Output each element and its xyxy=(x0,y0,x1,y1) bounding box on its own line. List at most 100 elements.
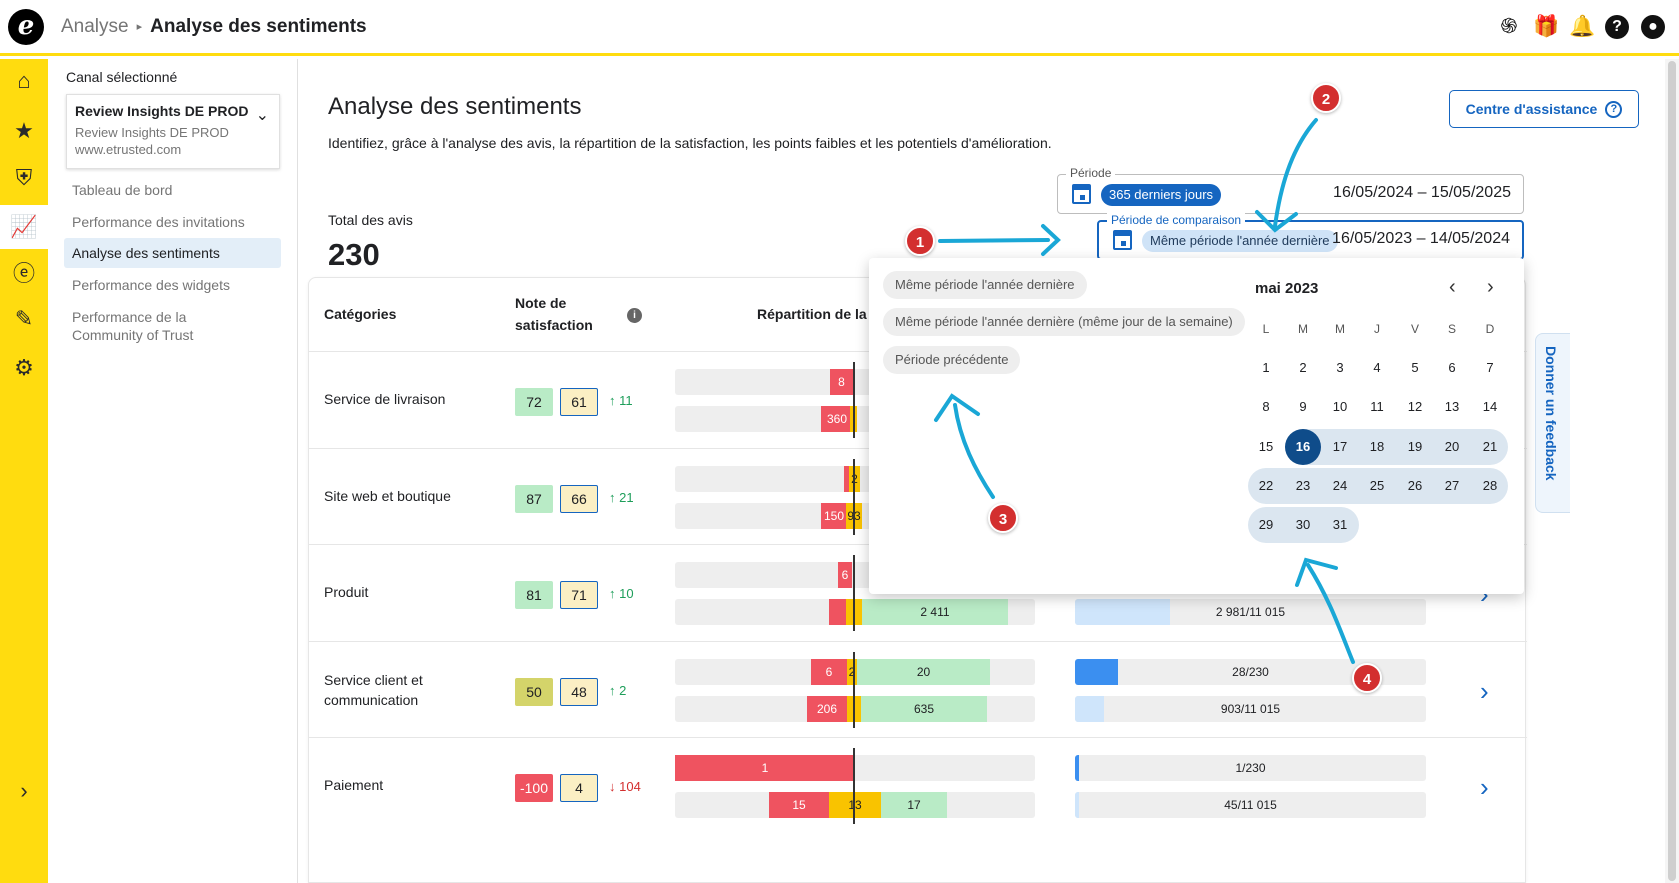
gear-icon[interactable]: ⚙ xyxy=(14,355,34,380)
calendar-day[interactable]: 27 xyxy=(1444,478,1460,493)
help-center-button[interactable]: Centre d'assistance? xyxy=(1449,90,1639,128)
distribution-bar: 151317 xyxy=(675,792,1035,818)
review-count-fill xyxy=(1075,695,1104,722)
fingerprint-icon[interactable]: ֍ xyxy=(1500,15,1518,38)
calendar-day[interactable]: 17 xyxy=(1332,439,1348,454)
nav-item-widgets[interactable]: Performance des widgets xyxy=(72,277,230,293)
analytics-icon[interactable]: 📈 xyxy=(0,205,48,249)
calendar-day[interactable]: 25 xyxy=(1369,478,1385,493)
nav-item-community[interactable]: Performance de la Community of Trust xyxy=(72,309,194,343)
calendar-day[interactable]: 24 xyxy=(1332,478,1348,493)
calendar-day[interactable]: 5 xyxy=(1411,360,1419,375)
nav-item-sentiment[interactable]: Analyse des sentiments xyxy=(64,238,281,268)
period-chip[interactable]: 365 derniers jours xyxy=(1101,184,1222,206)
chevron-right-icon[interactable]: › xyxy=(1480,579,1489,609)
calendar-day[interactable]: 8 xyxy=(1262,399,1270,414)
calendar-day[interactable]: 19 xyxy=(1407,439,1423,454)
weekday-label: M xyxy=(1298,322,1308,336)
calendar-day[interactable]: 9 xyxy=(1299,399,1307,414)
arrow-down-icon: ↓ xyxy=(609,779,616,794)
star-icon[interactable]: ★ xyxy=(14,118,34,143)
account-icon[interactable]: ● xyxy=(1641,15,1665,39)
calendar-day[interactable]: 1 xyxy=(1262,360,1270,375)
calendar-day[interactable]: 7 xyxy=(1486,360,1494,375)
weekday-label: D xyxy=(1485,322,1495,336)
annotation-badge-2: 2 xyxy=(1311,83,1341,113)
calendar-day[interactable]: 4 xyxy=(1373,360,1381,375)
option-same-period-last-year[interactable]: Même période l'année dernière xyxy=(883,271,1087,299)
question-icon: ? xyxy=(1605,100,1623,118)
etrusted-logo[interactable]: e xyxy=(8,9,44,45)
col-distribution: Répartition de la sa xyxy=(757,306,887,322)
chevron-right-icon[interactable]: › xyxy=(1487,276,1494,298)
channel-selector[interactable]: Review Insights DE PROD Review Insights … xyxy=(66,94,280,169)
chevron-right-icon[interactable]: › xyxy=(1480,675,1489,706)
distribution-segment: 360 xyxy=(821,406,853,432)
breadcrumb-current: Analyse des sentiments xyxy=(150,16,367,37)
etrusted-icon[interactable]: ⓔ xyxy=(12,261,35,286)
comparison-legend: Période de comparaison xyxy=(1107,213,1246,227)
channel-name: Review Insights DE PROD xyxy=(75,103,249,119)
col-score: Note de satisfaction xyxy=(515,295,593,333)
info-icon[interactable]: i xyxy=(627,308,642,323)
review-count-bar: 903/11 015 xyxy=(1075,695,1426,722)
calendar-day[interactable]: 31 xyxy=(1332,517,1348,532)
calendar-day[interactable]: 12 xyxy=(1407,399,1423,414)
shield-icon[interactable]: ⛨ xyxy=(15,165,33,190)
calendar-day[interactable]: 2 xyxy=(1299,360,1307,375)
zero-axis xyxy=(853,555,855,631)
previous-score: 48 xyxy=(560,677,598,706)
calendar-day[interactable]: 23 xyxy=(1295,478,1311,493)
calendar-day[interactable]: 29 xyxy=(1258,517,1274,532)
review-count-bar: 45/11 015 xyxy=(1075,792,1426,818)
nav-item-invitations[interactable]: Performance des invitations xyxy=(72,214,245,230)
review-count-text: 28/230 xyxy=(1232,664,1269,679)
feedback-tab[interactable]: Donner un feedback xyxy=(1535,333,1570,513)
calendar-day[interactable]: 22 xyxy=(1258,478,1274,493)
option-same-weekday-last-year[interactable]: Même période l'année dernière (même jour… xyxy=(883,308,1245,336)
arrow-up-icon: ↑ xyxy=(609,393,616,408)
calendar-day[interactable]: 10 xyxy=(1332,399,1348,414)
bell-icon[interactable]: 🔔 xyxy=(1569,15,1596,38)
total-reviews-value: 230 xyxy=(328,237,380,272)
scrollbar[interactable] xyxy=(1665,59,1679,883)
calendar-day[interactable]: 13 xyxy=(1444,399,1460,414)
expand-chevron-icon[interactable]: › xyxy=(20,778,28,803)
chevron-left-icon[interactable]: ‹ xyxy=(1449,276,1456,298)
calendar-day[interactable]: 15 xyxy=(1258,439,1274,454)
plug-icon[interactable]: ✎ xyxy=(14,306,34,331)
calendar-day[interactable]: 6 xyxy=(1448,360,1456,375)
zero-axis xyxy=(853,458,855,535)
calendar-day[interactable]: 18 xyxy=(1369,439,1385,454)
review-count-fill xyxy=(1075,658,1118,685)
scrollbar-thumb[interactable] xyxy=(1668,61,1676,881)
calendar-day[interactable]: 30 xyxy=(1295,517,1311,532)
nav-item-dashboard[interactable]: Tableau de bord xyxy=(72,182,173,198)
comparison-period-field[interactable]: Période de comparaison Même période l'an… xyxy=(1097,213,1524,260)
help-icon[interactable]: ? xyxy=(1605,15,1629,39)
breadcrumb-parent[interactable]: Analyse xyxy=(61,16,129,37)
calendar-day[interactable]: 11 xyxy=(1370,399,1384,414)
gift-icon[interactable]: 🎁 xyxy=(1533,15,1560,38)
distribution-segment: 6 xyxy=(811,658,847,685)
calendar-day[interactable]: 14 xyxy=(1482,399,1498,414)
channel-label: Canal sélectionné xyxy=(66,69,178,85)
option-previous-period[interactable]: Période précédente xyxy=(883,346,1021,374)
calendar-day[interactable]: 26 xyxy=(1407,478,1423,493)
period-field[interactable]: Période 365 derniers jours 16/05/2024 – … xyxy=(1057,166,1524,214)
calendar-day[interactable]: 3 xyxy=(1336,360,1344,375)
category-name: Service client et communication xyxy=(324,671,423,708)
home-icon[interactable]: ⌂ xyxy=(17,68,31,93)
comparison-picker-popup: Même période l'année dernière Même pério… xyxy=(869,258,1524,594)
period-legend: Période xyxy=(1066,166,1116,180)
calendar-day[interactable]: 21 xyxy=(1482,439,1498,454)
previous-score: 4 xyxy=(560,774,598,802)
chevron-right-icon[interactable]: › xyxy=(1480,772,1489,802)
calendar-day[interactable]: 28 xyxy=(1482,478,1498,493)
calendar-day[interactable]: 20 xyxy=(1444,439,1460,454)
calendar-day[interactable]: 16 xyxy=(1285,429,1321,465)
comparison-chip[interactable]: Même période l'année dernière xyxy=(1142,230,1338,252)
trend-indicator: ↑ 2 xyxy=(609,682,627,698)
